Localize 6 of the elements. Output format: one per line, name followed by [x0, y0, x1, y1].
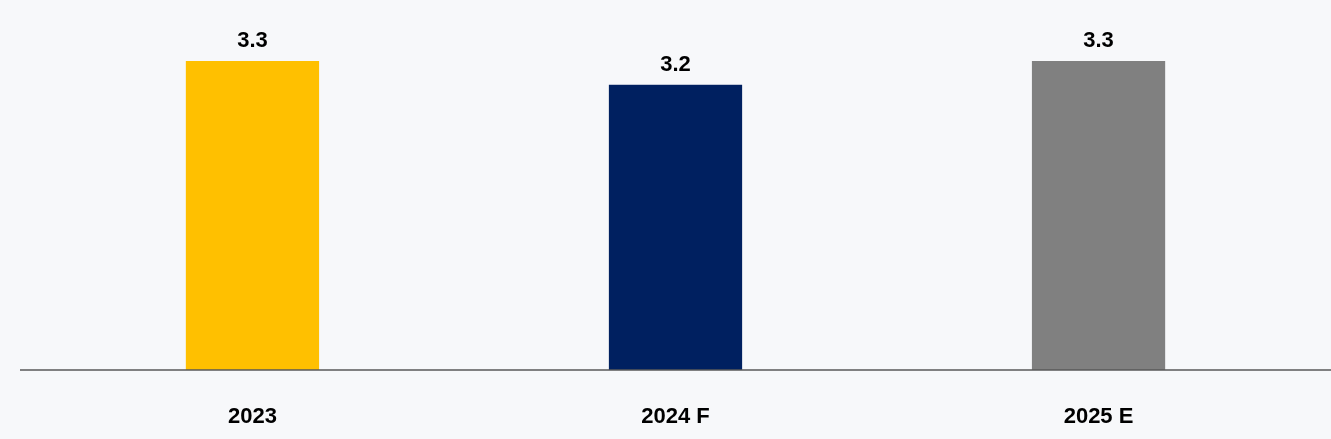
data-label: 3.3	[237, 27, 268, 52]
data-label: 3.3	[1083, 27, 1114, 52]
data-label: 3.2	[660, 50, 691, 76]
x-tick-label: 2025 E	[1063, 403, 1134, 428]
x-tick-label: 2024 F	[641, 403, 710, 428]
x-tick-label: 2023	[227, 403, 277, 428]
